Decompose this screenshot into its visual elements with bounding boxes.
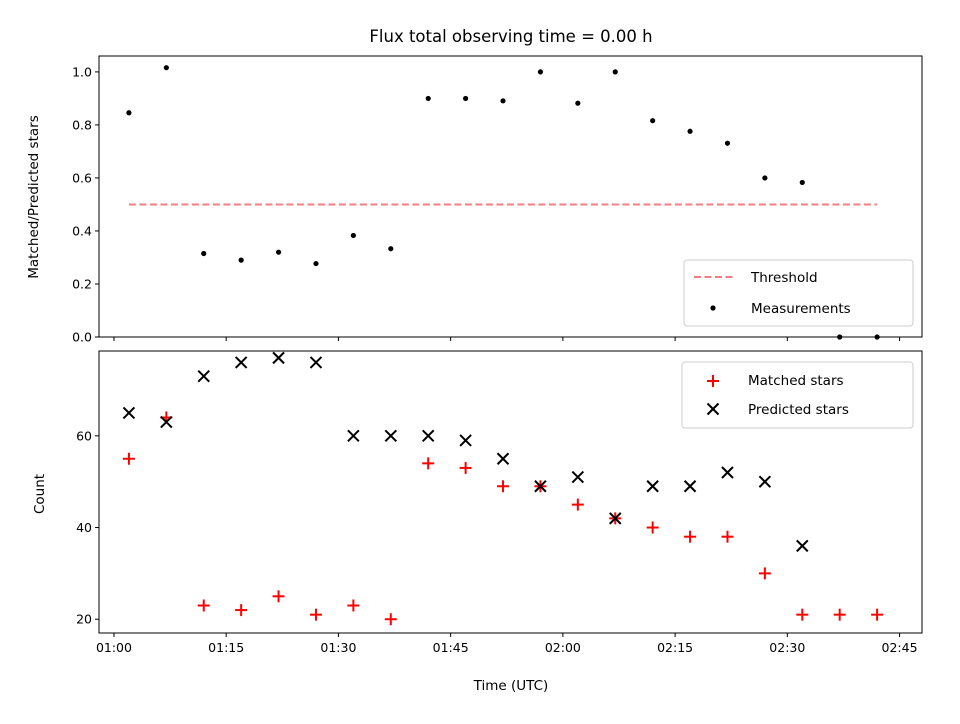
predicted-stars-point [347,429,360,443]
matched-stars-point [646,521,659,534]
legend-threshold-label: Threshold [750,270,818,286]
bottom-legend-box [681,361,914,429]
top-legend: Threshold Measurements [683,259,914,327]
predicted-stars-point [609,512,622,525]
legend-matched-swatch [707,375,719,387]
predicted-stars-point [197,370,210,383]
measurement-point [612,69,618,75]
predicted-stars-point [571,470,585,484]
top-ytick-label: 0.0 [72,330,92,345]
top-ytick-label: 0.4 [72,223,92,238]
matched-stars-point [422,457,435,470]
bottom-ytick-label: 60 [76,428,92,443]
matched-stars-point [197,599,210,612]
predicted-stars-point [758,475,772,488]
predicted-stars-point [796,539,809,553]
matched-stars-point [384,613,397,626]
top-chart-ylabel: Matched/Predicted stars [26,115,42,278]
legend-predicted-label: Predicted stars [748,402,849,418]
measurement-point [463,95,469,102]
bottom-xtick-label: 02:00 [545,640,581,655]
matched-stars-point [796,608,809,621]
matched-stars-point [347,599,360,612]
measurement-point [238,257,244,263]
top-legend-box [683,259,914,327]
measurement-point [537,69,544,75]
predicted-stars-point [160,415,173,429]
measurement-point [388,246,394,252]
predicted-stars-point [234,356,248,369]
predicted-stars-point [309,356,323,369]
bottom-xtick-label: 02:45 [882,640,918,655]
bottom-xtick-label: 02:30 [769,640,805,655]
bottom-xtick-label: 01:45 [433,640,469,655]
matched-stars-point [571,498,584,511]
bottom-xtick-label: 01:30 [320,640,356,655]
matched-stars-point [459,461,472,474]
matched-stars-point [721,530,734,543]
legend-matched-label: Matched stars [748,373,844,389]
matched-stars-point [758,567,771,580]
predicted-stars-point [122,406,136,420]
measurement-point [313,260,319,267]
measurement-point [724,140,731,146]
matched-stars-point [684,530,697,543]
matched-stars-point [272,590,285,603]
measurement-point [799,179,805,186]
top-ytick-label: 1.0 [72,64,92,79]
predicted-stars-point [646,480,659,493]
predicted-stars-point [459,434,472,447]
matched-stars-point [309,608,322,621]
bottom-plot-area: 20 40 60 01:00 01:15 01:30 01:45 02:00 02:15 02:3… [76,350,923,655]
measurement-point [687,128,693,134]
legend-predicted-swatch [706,402,720,416]
predicted-stars-point [721,466,734,479]
measurement-point [500,98,506,104]
measurement-point [126,110,132,116]
measurement-point [163,65,169,71]
predicted-stars-point [496,452,510,465]
matched-stars-point [235,604,248,617]
predicted-stars-point [534,480,547,493]
predicted-stars-point [272,351,285,365]
measurement-point [275,249,282,255]
bottom-legend: Matched stars Predicted stars [681,361,914,429]
predicted-stars-point [421,429,435,443]
measurement-point [650,118,656,124]
predicted-stars-point [683,480,697,493]
bottom-frame [98,350,923,634]
measurement-point [762,175,768,181]
predicted-stars-point [384,429,397,443]
top-plot-area: 0.0 0.2 0.4 0.6 0.8 1.0 [72,55,923,345]
bottom-ytick-label: 40 [76,520,92,535]
matched-stars-point [497,480,510,493]
matched-stars-point [871,608,884,621]
top-ytick-label: 0.6 [72,170,92,185]
bottom-ytick-label: 20 [76,612,92,627]
measurement-point [350,232,356,239]
bottom-chart-ylabel: Count [32,474,48,514]
top-ytick-label: 0.2 [72,276,92,291]
measurement-point [575,100,581,106]
matched-stars-point [833,608,846,621]
legend-measurements-swatch [710,305,716,311]
matched-stars-point [122,452,135,465]
top-frame [98,55,923,338]
measurement-point [874,334,880,340]
measurement-point [837,334,843,340]
legend-measurements-label: Measurements [751,301,851,317]
bottom-xtick-label: 01:00 [96,640,132,655]
measurement-point [425,95,431,102]
top-chart-title: Flux total observing time = 0.00 h [369,27,652,46]
top-ytick-label: 0.8 [72,117,92,132]
measurement-point [201,250,207,257]
bottom-chart-xlabel: Time (UTC) [473,678,549,694]
bottom-xtick-label: 02:15 [657,640,693,655]
bottom-xtick-label: 01:15 [208,640,244,655]
